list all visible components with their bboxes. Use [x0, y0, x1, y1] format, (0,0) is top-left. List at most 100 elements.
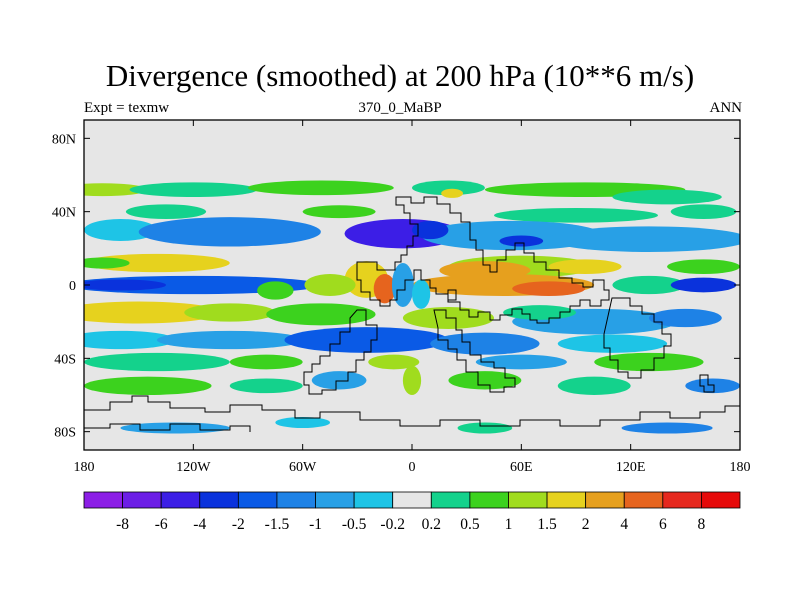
experiment-label: Expt = texmw	[84, 100, 170, 116]
divergence-feature-0	[84, 183, 148, 197]
divergence-feature-46	[430, 332, 540, 355]
colorbar-label-10: 1	[505, 516, 513, 533]
divergence-feature-11	[84, 219, 157, 241]
x-tick-label-0: 180	[74, 460, 95, 475]
divergence-feature-4	[441, 188, 464, 198]
colorbar-label-4: -1.5	[265, 516, 290, 533]
colorbar-label-15: 8	[698, 516, 706, 533]
chart-title: Divergence (smoothed) at 200 hPa (10**6 …	[105, 58, 695, 93]
colorbar-swatch-6	[315, 491, 355, 509]
colorbar-swatch-13	[585, 491, 625, 509]
coastline-south-america	[303, 309, 378, 395]
y-tick-label-2: 0	[69, 279, 76, 294]
coastline-island-new-zealand	[699, 374, 715, 393]
coastline-island-small	[447, 289, 457, 301]
x-axis: 180 120W 60W 0 60E 120E 180	[74, 120, 751, 475]
colorbar-label-5: -1	[309, 516, 322, 533]
divergence-feature-57	[448, 371, 522, 390]
x-tick-label-5: 120E	[616, 460, 646, 475]
divergence-feature-23	[667, 259, 740, 274]
divergence-feature-29	[257, 281, 294, 300]
colorbar-label-1: -6	[155, 516, 168, 533]
divergence-feature-55	[311, 371, 367, 390]
contour-fill-layer	[84, 180, 740, 434]
y-tick-label-4: 80S	[54, 426, 76, 441]
divergence-feature-28	[304, 274, 356, 296]
run-label: 370_0_MaBP	[358, 100, 442, 116]
divergence-feature-25	[84, 279, 166, 291]
divergence-feature-1	[129, 182, 258, 198]
colorbar-swatch-5	[276, 491, 316, 509]
y-tick-label-1: 40N	[52, 206, 76, 221]
divergence-feature-58	[557, 376, 631, 396]
coastline-australia	[603, 297, 672, 379]
colorbar-swatch-3	[199, 491, 239, 509]
colorbar-swatch-12	[546, 491, 587, 509]
divergence-feature-52	[594, 352, 704, 372]
y-tick-label-0: 80N	[52, 132, 76, 147]
x-tick-label-1: 120W	[176, 460, 211, 475]
colorbar-swatch-4	[237, 491, 278, 509]
colorbar: -8 -6 -4 -2 -1.5 -1 -0.5 -0.2 0.2 0.5 1 1.5 2 4 6 8	[83, 491, 741, 533]
colorbar-label-0: -8	[116, 516, 129, 533]
coastline-antarctica	[84, 395, 740, 427]
colorbar-swatch-10	[469, 491, 509, 509]
divergence-feature-16	[548, 226, 740, 252]
coastline-southern-africa	[433, 309, 516, 393]
divergence-feature-53	[84, 376, 212, 395]
divergence-feature-38	[266, 303, 376, 326]
divergence-feature-54	[229, 378, 303, 394]
divergence-feature-61	[275, 417, 330, 428]
divergence-feature-45	[284, 327, 449, 353]
x-tick-label-3: 0	[409, 460, 416, 475]
divergence-feature-2	[248, 180, 394, 196]
colorbar-label-8: 0.2	[422, 516, 441, 533]
colorbar-swatch-9	[430, 491, 471, 509]
colorbar-swatch-1	[122, 491, 162, 509]
divergence-feature-60	[120, 422, 230, 434]
colorbar-label-14: 6	[659, 516, 667, 533]
divergence-feature-37	[184, 303, 276, 322]
colorbar-swatch-7	[353, 491, 394, 509]
divergence-feature-15	[499, 235, 544, 247]
divergence-feature-44	[156, 330, 303, 350]
season-label: ANN	[709, 100, 743, 116]
divergence-feature-3	[412, 180, 485, 196]
coastline-north-africa-eurasia	[356, 196, 610, 324]
divergence-feature-7	[125, 204, 207, 220]
divergence-feature-8	[302, 205, 376, 219]
divergence-feature-43	[84, 330, 176, 350]
divergence-feature-33	[670, 277, 737, 293]
y-axis: 80N 40N 0 40S 80S	[52, 132, 740, 441]
divergence-feature-62	[621, 422, 713, 434]
divergence-feature-18	[84, 253, 230, 273]
divergence-feature-47	[557, 334, 668, 353]
colorbar-label-6: -0.5	[342, 516, 367, 533]
colorbar-label-2: -4	[193, 516, 206, 533]
divergence-feature-27	[373, 274, 396, 304]
colorbar-swatch-11	[508, 491, 548, 509]
coastline-ross-sea	[84, 423, 251, 432]
colorbar-swatch-16	[701, 491, 741, 509]
colorbar-label-11: 1.5	[537, 516, 557, 533]
divergence-feature-56	[402, 365, 422, 396]
divergence-feature-31	[512, 281, 586, 296]
colorbar-swatch-15	[662, 491, 702, 509]
x-tick-label-6: 180	[730, 460, 751, 475]
colorbar-swatch-2	[160, 491, 201, 509]
divergence-feature-49	[229, 354, 303, 370]
y-tick-label-3: 40S	[54, 352, 76, 367]
divergence-feature-36	[84, 301, 221, 324]
divergence-feature-6	[612, 189, 722, 205]
divergence-feature-51	[475, 354, 567, 370]
colorbar-label-7: -0.2	[380, 516, 405, 533]
divergence-feature-17	[412, 220, 449, 240]
divergence-feature-41	[648, 308, 722, 328]
divergence-feature-48	[84, 352, 230, 372]
colorbar-label-9: 0.5	[460, 516, 480, 533]
divergence-feature-19	[84, 257, 130, 269]
colorbar-swatch-0	[83, 491, 123, 509]
divergence-feature-9	[494, 208, 658, 223]
divergence-feature-12	[138, 217, 321, 247]
